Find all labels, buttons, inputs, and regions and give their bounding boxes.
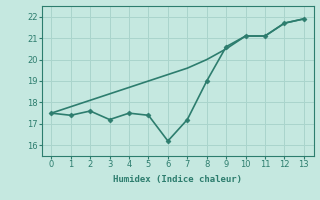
X-axis label: Humidex (Indice chaleur): Humidex (Indice chaleur) xyxy=(113,175,242,184)
